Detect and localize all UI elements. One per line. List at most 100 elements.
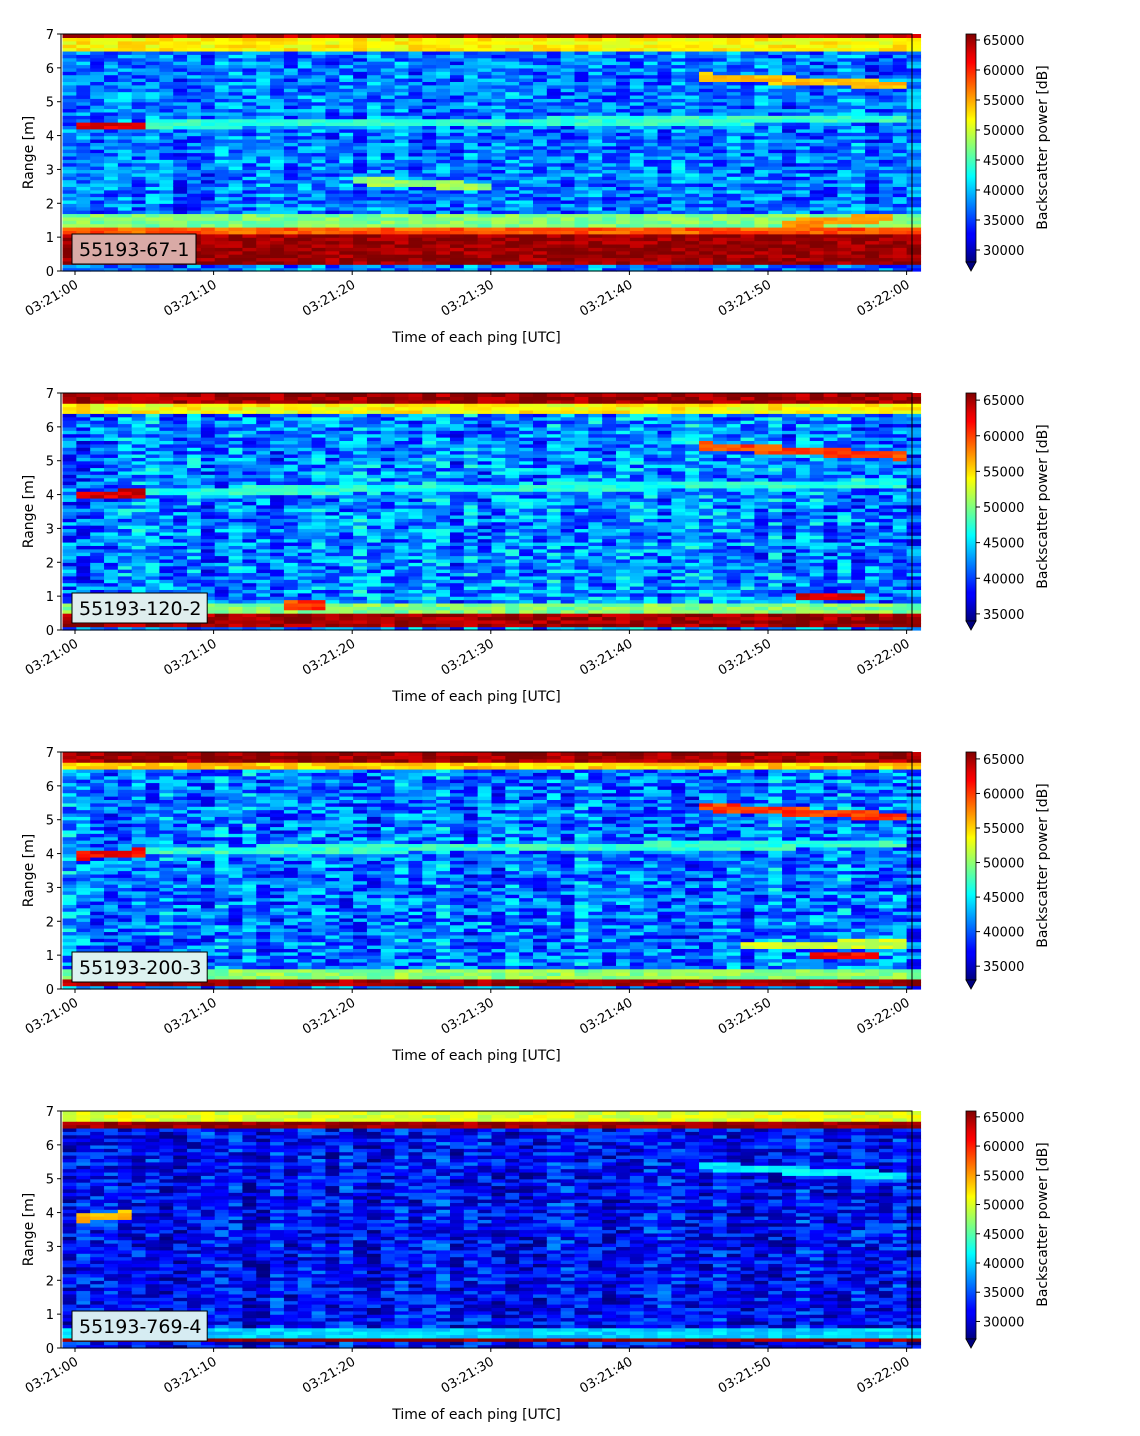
heatmap-cell [297, 111, 313, 116]
heatmap-cell [159, 94, 174, 99]
heatmap-cell [228, 196, 244, 201]
heatmap-cell [145, 145, 160, 150]
heatmap-cell [353, 159, 368, 164]
heatmap-cell [90, 98, 105, 103]
heatmap-cell [325, 226, 340, 231]
heatmap-cell [131, 88, 147, 93]
heatmap-cell [187, 50, 202, 55]
heatmap-cell [228, 176, 244, 181]
heatmap-cell [76, 159, 91, 164]
heatmap-cell [297, 115, 313, 120]
heatmap-cell [131, 152, 147, 157]
heatmap-cell [76, 88, 91, 93]
heatmap-cell [117, 40, 133, 45]
heatmap-cell [200, 230, 216, 235]
heatmap-cell [353, 94, 368, 99]
colorbar-tick-label: 45000 [983, 154, 1024, 169]
x-tick-label: 03:21:40 [577, 277, 635, 319]
heatmap-cell [325, 81, 340, 86]
heatmap-cell [366, 81, 382, 86]
heatmap-cell [242, 122, 257, 127]
heatmap-cell [270, 250, 285, 255]
heatmap-cell [117, 223, 133, 228]
heatmap-cell [297, 61, 313, 66]
heatmap-cell [159, 128, 174, 133]
heatmap-cell [145, 47, 160, 52]
heatmap-cell [104, 206, 119, 211]
heatmap-cell [173, 226, 188, 231]
heatmap-cell [339, 264, 354, 269]
heatmap-cell [256, 94, 271, 99]
heatmap-cell [270, 78, 285, 82]
heatmap-cell [145, 155, 160, 160]
heatmap-cell [200, 213, 216, 218]
heatmap-cell [214, 78, 230, 82]
heatmap-cell [145, 118, 160, 123]
heatmap-cell [145, 267, 160, 272]
heatmap-cell [145, 57, 160, 62]
heatmap-cell [76, 162, 91, 167]
heatmap-cell [283, 84, 299, 89]
heatmap-cell [906, 34, 922, 38]
heatmap-cell [159, 122, 174, 127]
heatmap-cell [104, 169, 119, 174]
heatmap-cell [62, 115, 77, 120]
heatmap-cell [242, 61, 257, 66]
heatmap-cell [242, 182, 257, 187]
heatmap-cell [117, 101, 133, 106]
heatmap-cell [283, 135, 299, 140]
heatmap-cell [131, 162, 147, 167]
heatmap-cell [90, 81, 105, 86]
heatmap-cell [283, 122, 299, 127]
y-tick-label: 0 [46, 265, 54, 280]
heatmap-cell [270, 155, 285, 160]
heatmap-cell [145, 71, 160, 76]
heatmap-cell [62, 81, 77, 86]
heatmap-cell [131, 135, 147, 140]
heatmap-cell [380, 64, 396, 69]
heatmap-cell [325, 254, 340, 259]
heatmap-cell [228, 47, 244, 52]
heatmap-cell [366, 98, 382, 103]
heatmap-cell [325, 128, 340, 133]
heatmap-cell [270, 125, 285, 130]
heatmap-cell [131, 57, 147, 62]
heatmap-cell [270, 169, 285, 174]
heatmap-cell [270, 254, 285, 259]
heatmap-cell [214, 189, 230, 194]
heatmap-cell [297, 54, 313, 59]
heatmap-cell [76, 206, 91, 211]
heatmap-cell [200, 61, 216, 66]
heatmap-cell [145, 108, 160, 113]
heatmap-cell [256, 98, 271, 103]
heatmap-cell [145, 193, 160, 198]
heatmap-cell [62, 172, 77, 177]
heatmap-cell [394, 213, 410, 218]
heatmap-cell [339, 223, 354, 228]
heatmap-cell [187, 176, 202, 181]
heatmap-cell [353, 91, 368, 96]
heatmap-cell [366, 220, 382, 225]
heatmap-cell [353, 210, 368, 215]
heatmap-cell [283, 250, 299, 255]
heatmap-cell [366, 223, 382, 228]
heatmap-cell [325, 250, 340, 255]
heatmap-cell [297, 132, 313, 137]
heatmap-cell [394, 233, 410, 238]
heatmap-cell [159, 199, 174, 204]
heatmap-cell [283, 125, 299, 130]
heatmap-cell [228, 40, 244, 45]
heatmap-cell [104, 162, 119, 167]
heatmap-cell [325, 196, 340, 201]
heatmap-cell [62, 179, 77, 184]
heatmap-cell [76, 155, 91, 160]
heatmap-cell [228, 37, 244, 42]
heatmap-cell [62, 94, 77, 99]
heatmap-cell [256, 254, 271, 259]
heatmap-cell [76, 54, 91, 59]
heatmap-cell [173, 193, 188, 198]
heatmap-cell [104, 81, 119, 86]
heatmap-cell [339, 98, 354, 103]
heatmap-cell [242, 84, 257, 89]
heatmap-cell [214, 237, 230, 242]
